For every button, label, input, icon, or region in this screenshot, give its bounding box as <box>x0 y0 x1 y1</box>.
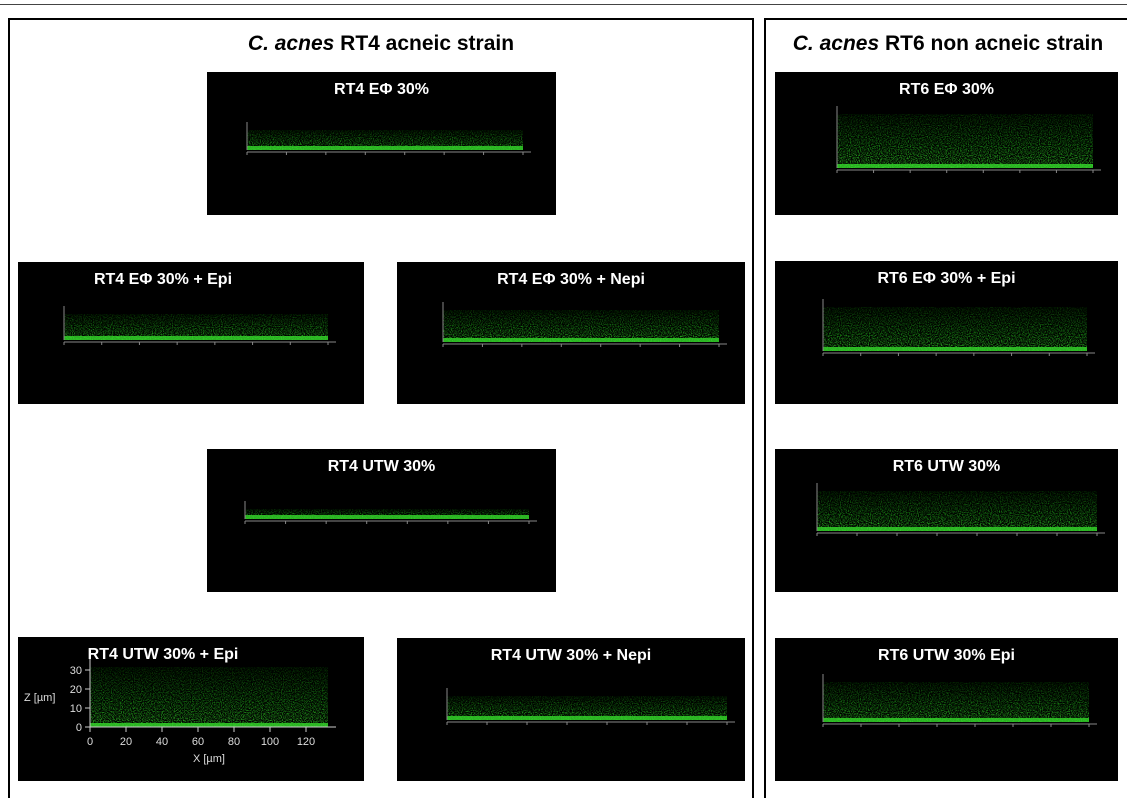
biofilm-base <box>823 347 1087 351</box>
z-tick-label: 30 <box>70 665 82 677</box>
microscopy-panel: RT6 EΦ 30% + Epi <box>775 261 1118 404</box>
x-tick-label: 40 <box>156 736 168 748</box>
biofilm-base <box>837 164 1093 168</box>
panel-title: RT6 UTW 30% Epi <box>878 647 1015 664</box>
biofilm <box>817 491 1097 531</box>
z-tick-label: 10 <box>70 703 82 715</box>
panel-title: RT4 EΦ 30% <box>334 81 429 98</box>
panel-title: RT4 UTW 30% <box>328 458 436 475</box>
panel-title: RT6 UTW 30% <box>893 458 1001 475</box>
biofilm <box>443 310 719 342</box>
biofilm-base <box>443 338 719 342</box>
figure: C. acnes RT4 acneic strain C. acnes RT6 … <box>0 0 1127 798</box>
biofilm-base <box>817 527 1097 531</box>
biofilm <box>823 307 1087 351</box>
microscopy-panel: RT6 UTW 30% Epi <box>775 638 1118 781</box>
x-tick-label: 20 <box>120 736 132 748</box>
z-tick-label: 0 <box>76 722 82 734</box>
header-italic: C. acnes <box>793 32 879 55</box>
microscopy-panel: RT6 EΦ 30% <box>775 72 1118 215</box>
top-rule <box>0 4 1127 5</box>
header-italic: C. acnes <box>248 32 334 55</box>
panel-title: RT4 EΦ 30% + Nepi <box>497 271 645 288</box>
z-axis-label: Z [µm] <box>24 692 55 704</box>
panel-title: RT4 UTW 30% + Nepi <box>491 647 651 664</box>
panel-title: RT6 EΦ 30% <box>899 81 994 98</box>
biofilm-base <box>64 336 328 340</box>
biofilm-base <box>247 146 523 150</box>
microscopy-panel: RT4 UTW 30% <box>207 449 556 592</box>
x-tick-label: 120 <box>297 736 315 748</box>
biofilm-base <box>447 716 727 720</box>
panel-title: RT4 EΦ 30% + Epi <box>94 271 232 288</box>
microscopy-panel: RT4 UTW 30% + Epi 0 10 20 30 Z [µm] 0 20 40 60 80 1… <box>18 637 364 781</box>
microscopy-panel: RT4 EΦ 30% + Epi <box>18 262 364 404</box>
biofilm <box>837 114 1093 168</box>
biofilm <box>90 667 328 727</box>
x-tick-label: 0 <box>87 736 93 748</box>
panel-title: RT6 EΦ 30% + Epi <box>877 270 1015 287</box>
header-text: RT6 non acneic strain <box>885 32 1103 55</box>
right-header: C. acnes RT6 non acneic strain <box>768 32 1127 56</box>
z-tick-label: 20 <box>70 684 82 696</box>
biofilm-base <box>245 515 529 519</box>
x-tick-label: 100 <box>261 736 279 748</box>
header-text: RT4 acneic strain <box>340 32 514 55</box>
x-axis-label: X [µm] <box>193 753 225 765</box>
microscopy-panel: RT6 UTW 30% <box>775 449 1118 592</box>
microscopy-panel: RT4 EΦ 30% <box>207 72 556 215</box>
biofilm-base <box>823 718 1089 722</box>
biofilm <box>823 682 1089 722</box>
microscopy-panel: RT4 UTW 30% + Nepi <box>397 638 745 781</box>
x-tick-label: 60 <box>192 736 204 748</box>
microscopy-panel: RT4 EΦ 30% + Nepi <box>397 262 745 404</box>
panel-title: RT4 UTW 30% + Epi <box>88 646 239 663</box>
biofilm-base <box>90 723 328 727</box>
left-header: C. acnes RT4 acneic strain <box>8 32 754 56</box>
x-tick-label: 80 <box>228 736 240 748</box>
